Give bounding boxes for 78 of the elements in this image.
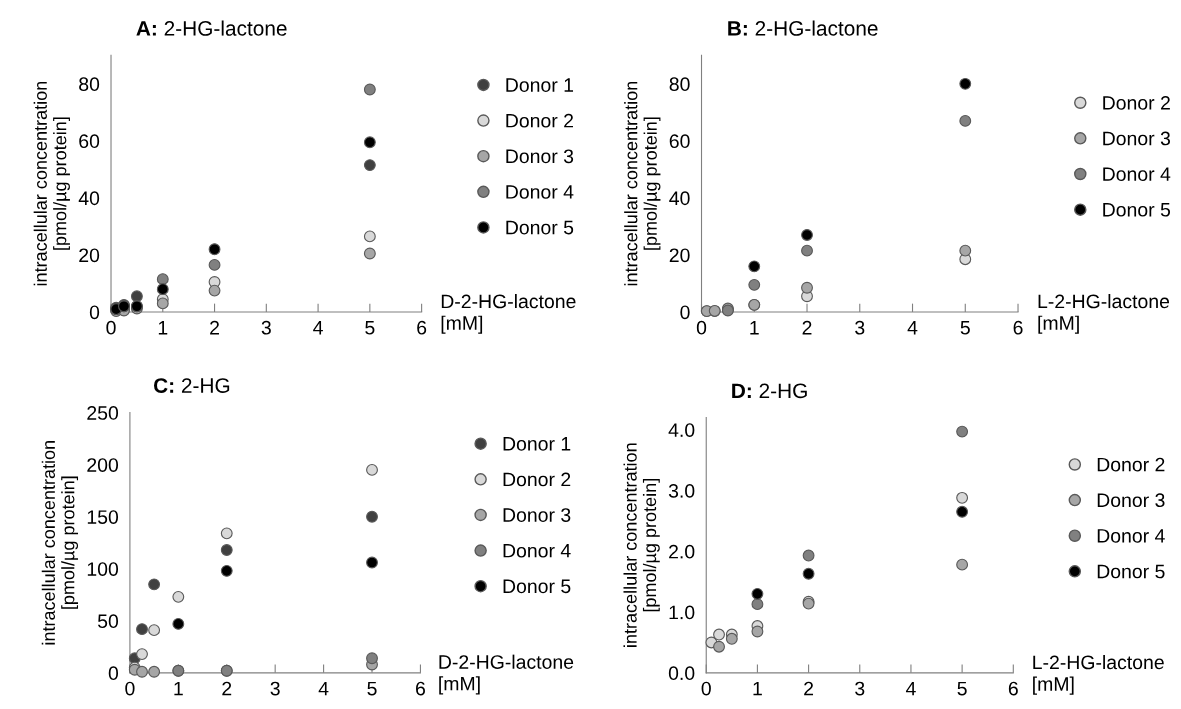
x-tick-label: 3: [855, 320, 865, 335]
legend-label: Donor 1: [506, 78, 574, 92]
y-tick-label: 250: [87, 406, 119, 420]
y-tick-label: 80: [669, 77, 690, 92]
y-tick-label: 2.0: [669, 544, 695, 559]
x-tick-label: 2: [222, 681, 232, 696]
chart-title: C: 2-HG: [154, 378, 230, 393]
y-tick-label: 4.0: [668, 423, 695, 437]
x-tick-label: 6: [416, 681, 425, 696]
y-tick-label: 200: [87, 458, 119, 472]
legend-label: Donor 2: [506, 113, 573, 128]
legend-label: Donor 4: [506, 185, 574, 199]
x-tick-label: 2: [804, 681, 814, 696]
x-tick-label: 0: [125, 681, 135, 696]
x-tick-label: 3: [270, 681, 280, 696]
chart-title: B: 2-HG-lactone: [728, 20, 878, 36]
legend-label: Donor 3: [503, 508, 571, 522]
x-tick-label: 4: [907, 321, 918, 335]
y-tick-label: 80: [79, 77, 100, 92]
y-tick-label: 150: [87, 510, 119, 524]
x-tick-label: 1: [174, 681, 183, 696]
y-tick-label: 100: [87, 562, 119, 576]
x-tick-label: 5: [367, 681, 377, 696]
y-tick-label: 0: [108, 666, 119, 681]
x-tick-label: 2: [210, 320, 219, 335]
y-tick-label: 20: [79, 248, 100, 263]
x-tick-label: 3: [855, 681, 865, 696]
x-axis-title: L-2-HG-lactone [mM]: [1038, 293, 1170, 334]
x-axis-title: D-2-HG-lactone [mM]: [439, 654, 574, 695]
y-tick-label: 40: [78, 191, 100, 206]
legend-label: Donor 5: [506, 220, 574, 235]
x-axis-title: L-2-HG-lactone [mM]: [1033, 654, 1164, 695]
y-tick-label: 60: [669, 134, 690, 149]
x-tick-label: 6: [1013, 320, 1023, 335]
x-tick-label: 6: [417, 320, 427, 335]
y-tick-label: 3.0: [668, 483, 695, 498]
y-tick-label: 50: [97, 614, 119, 629]
legend-label: Donor 5: [1103, 203, 1171, 217]
legend-label: Donor 4: [1097, 529, 1165, 543]
x-tick-label: 5: [960, 321, 970, 335]
legend-label: Donor 4: [1103, 167, 1171, 181]
x-tick-label: 0: [701, 681, 711, 696]
x-tick-label: 0: [696, 320, 707, 335]
legend-label: Donor 4: [503, 544, 571, 558]
y-tick-label: 60: [79, 134, 100, 149]
y-tick-label: 40: [669, 191, 690, 206]
y-axis-title: intracellular concentration [pmol/µg protein]: [33, 81, 70, 286]
x-tick-label: 1: [750, 321, 759, 335]
legend-label: Donor 3: [506, 149, 574, 164]
x-axis-title: D-2-HG-lactone [mM]: [441, 293, 576, 334]
y-tick-label: 1.0: [669, 605, 695, 620]
x-tick-label: 5: [365, 321, 375, 335]
legend-label: Donor 1: [503, 437, 571, 451]
x-tick-label: 4: [905, 681, 916, 696]
x-tick-label: 4: [318, 681, 329, 696]
y-tick-label: 0: [89, 305, 100, 320]
chart-title: D: 2-HG: [732, 383, 807, 399]
x-tick-label: 1: [158, 321, 168, 335]
chart-title: A: 2-HG-lactone: [136, 20, 287, 36]
x-tick-label: 3: [261, 320, 271, 335]
legend-label: Donor 2: [503, 472, 571, 487]
y-tick-label: 0: [680, 305, 690, 320]
x-tick-label: 1: [753, 681, 762, 696]
legend-label: Donor 5: [503, 579, 571, 594]
y-axis-title: intracellular concentration [pmol/µg protein]: [624, 81, 661, 286]
x-tick-label: 6: [1008, 681, 1018, 696]
y-tick-label: 20: [669, 248, 690, 263]
y-axis-title: intracellular concentration [pmol/µg protein]: [623, 443, 660, 647]
legend-label: Donor 3: [1103, 131, 1170, 146]
legend-label: Donor 5: [1097, 564, 1165, 579]
legend-label: Donor 2: [1103, 95, 1170, 110]
x-tick-label: 2: [802, 320, 812, 335]
x-tick-label: 4: [313, 321, 323, 335]
legend-label: Donor 2: [1097, 457, 1165, 472]
y-axis-title: intracellular concentration [pmol/µg protein]: [41, 441, 79, 645]
legend-label: Donor 3: [1097, 493, 1165, 508]
x-tick-label: 5: [957, 681, 967, 696]
y-tick-label: 0.0: [668, 666, 695, 681]
